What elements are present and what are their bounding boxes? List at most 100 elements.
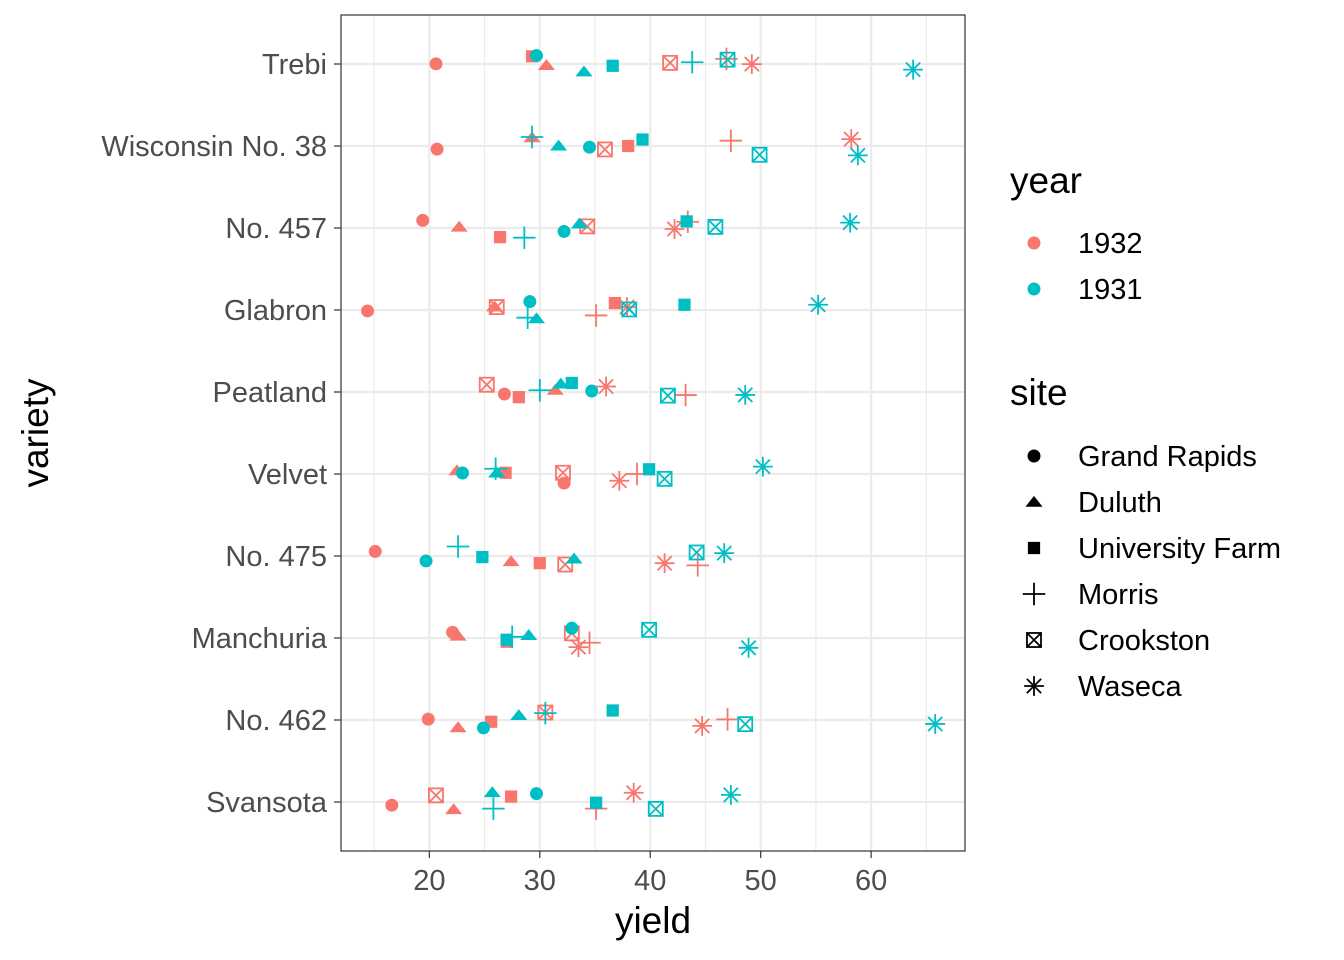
data-point bbox=[534, 701, 557, 725]
legend-site-key bbox=[1025, 495, 1043, 507]
data-point bbox=[497, 387, 511, 401]
data-point bbox=[484, 457, 507, 480]
data-point bbox=[623, 782, 644, 803]
data-point bbox=[686, 554, 709, 577]
panel-border bbox=[340, 14, 966, 852]
legend-year-key bbox=[1027, 282, 1041, 296]
data-point bbox=[565, 621, 579, 635]
data-point bbox=[643, 463, 656, 476]
data-point bbox=[674, 383, 697, 407]
data-point bbox=[662, 54, 679, 71]
data-point bbox=[597, 141, 613, 158]
data-point bbox=[738, 637, 759, 658]
data-point bbox=[450, 220, 468, 232]
data-point bbox=[483, 786, 501, 798]
data-point bbox=[680, 50, 704, 74]
y-tick-label: Velvet bbox=[248, 459, 327, 491]
data-point bbox=[385, 798, 399, 812]
data-point bbox=[609, 470, 630, 491]
data-point bbox=[585, 384, 599, 398]
data-point bbox=[737, 716, 754, 733]
data-points bbox=[361, 47, 946, 820]
data-point bbox=[449, 629, 467, 641]
legend-year: year 1932 1931 bbox=[1010, 160, 1143, 306]
data-point bbox=[735, 385, 756, 405]
data-point bbox=[565, 376, 578, 390]
y-tick-label: Wisconsin No. 38 bbox=[101, 131, 327, 163]
data-point bbox=[482, 797, 505, 820]
y-tick-label: Glabron bbox=[224, 295, 327, 327]
data-point bbox=[546, 383, 564, 395]
data-point bbox=[478, 376, 495, 393]
x-axis-title: yield bbox=[615, 900, 691, 941]
data-point bbox=[419, 554, 433, 568]
data-point bbox=[493, 230, 507, 244]
legend-year-label: 1931 bbox=[1078, 274, 1143, 306]
data-point bbox=[808, 294, 829, 315]
x-tick-label: 20 bbox=[413, 865, 445, 897]
data-point bbox=[692, 715, 713, 736]
data-point bbox=[516, 306, 539, 329]
data-point bbox=[555, 464, 571, 481]
legend-site-key bbox=[1027, 541, 1041, 555]
data-point bbox=[622, 139, 635, 153]
legend-site-label: Grand Rapids bbox=[1078, 441, 1257, 473]
data-point bbox=[714, 543, 735, 564]
data-point bbox=[654, 553, 675, 574]
y-tick-label: Svansota bbox=[206, 787, 328, 819]
data-point bbox=[664, 219, 685, 239]
data-point bbox=[552, 377, 570, 389]
data-point bbox=[641, 621, 658, 638]
legend-year-title: year bbox=[1010, 160, 1082, 201]
x-tick-label: 30 bbox=[524, 865, 556, 897]
data-point bbox=[476, 721, 490, 735]
data-point bbox=[428, 787, 444, 804]
data-point bbox=[680, 215, 693, 228]
legend-site-label: University Farm bbox=[1078, 533, 1281, 565]
data-point bbox=[513, 226, 536, 249]
data-point bbox=[741, 54, 762, 75]
data-point bbox=[707, 218, 724, 235]
legend-site-label: Waseca bbox=[1078, 671, 1183, 703]
legend-site-key bbox=[1027, 449, 1041, 463]
data-point bbox=[421, 712, 435, 726]
data-point bbox=[575, 65, 593, 77]
gridlines bbox=[341, 15, 965, 851]
plot-panel bbox=[340, 14, 966, 852]
data-point bbox=[530, 49, 543, 63]
data-point bbox=[751, 146, 768, 163]
data-point bbox=[752, 456, 773, 477]
y-tick-label: No. 475 bbox=[225, 541, 327, 573]
legend-site-key bbox=[1026, 632, 1042, 648]
data-point bbox=[502, 555, 520, 567]
data-point bbox=[429, 57, 443, 71]
data-point bbox=[449, 721, 467, 733]
data-point bbox=[550, 139, 568, 151]
y-tick-label: No. 457 bbox=[225, 213, 327, 245]
data-point bbox=[446, 535, 470, 558]
legend-site: site Grand Rapids Duluth University Farm Mo… bbox=[1010, 372, 1281, 703]
data-point bbox=[719, 129, 743, 152]
data-point bbox=[520, 629, 538, 640]
y-tick-label: Peatland bbox=[213, 377, 328, 409]
data-point bbox=[416, 213, 430, 227]
data-point bbox=[504, 790, 518, 803]
legend-site-label: Duluth bbox=[1078, 487, 1162, 519]
data-point bbox=[841, 129, 862, 150]
data-point bbox=[716, 708, 739, 731]
legend-site-label: Morris bbox=[1078, 579, 1159, 611]
data-point bbox=[584, 304, 608, 327]
data-point bbox=[659, 387, 676, 404]
data-point bbox=[636, 133, 649, 146]
legend-year-key bbox=[1027, 236, 1041, 250]
data-point bbox=[720, 785, 741, 805]
data-point bbox=[530, 787, 543, 801]
data-point bbox=[840, 212, 861, 233]
legend-site-key bbox=[1024, 676, 1044, 696]
data-point bbox=[596, 376, 616, 397]
data-point bbox=[456, 466, 469, 480]
data-point bbox=[621, 301, 638, 318]
data-point bbox=[606, 704, 619, 717]
data-point bbox=[557, 224, 571, 238]
